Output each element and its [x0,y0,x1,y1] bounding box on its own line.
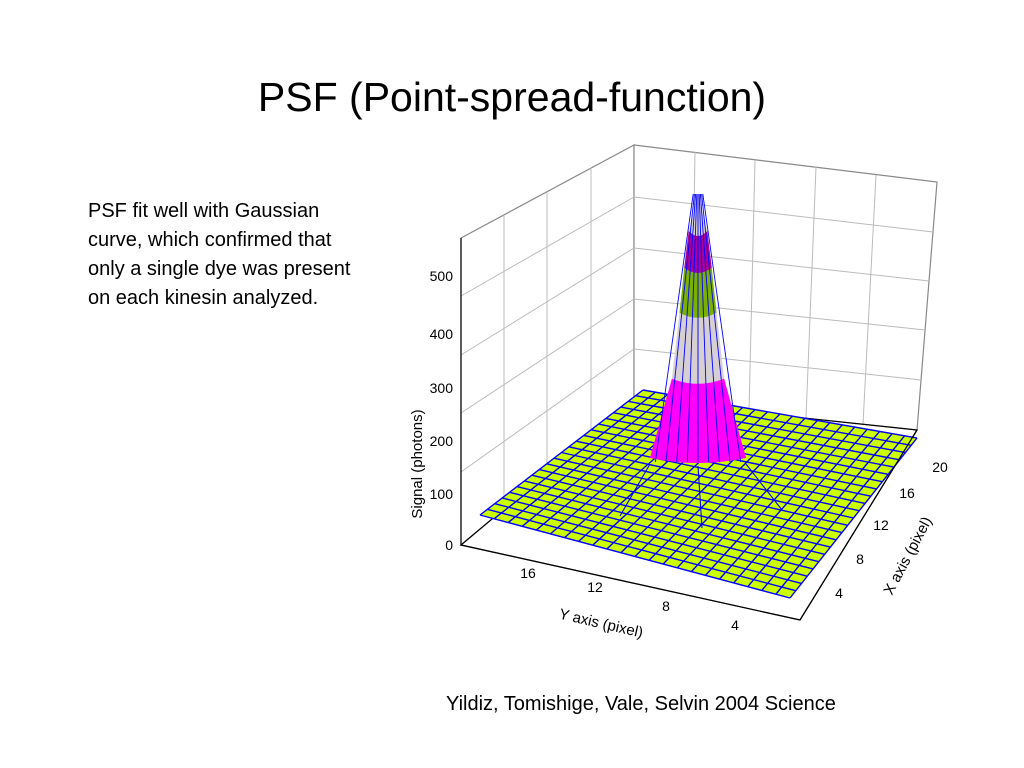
mesh-line [733,428,868,584]
x-axis-ticks: 4 8 12 16 20 [835,459,948,601]
mesh-line [568,446,860,512]
x-tick-20: 20 [932,459,948,475]
peak-mesh-line [701,193,731,463]
mesh-line [761,433,893,591]
peak-skirt-lines [619,463,783,529]
y-tick-8: 8 [662,598,670,614]
peak-mesh-line [698,193,710,463]
mesh-line [576,440,866,505]
x-tick-4: 4 [835,585,843,601]
mesh-line [583,434,871,497]
y-tick-4: 4 [731,617,739,633]
gaussian-peak [619,193,783,529]
y-axis-ticks: 16 12 8 4 [520,565,739,633]
citation: Yildiz, Tomishige, Vale, Selvin 2004 Sci… [446,693,836,715]
mesh-line [747,431,881,588]
mesh-line [676,420,818,569]
z-tick-100: 100 [430,486,454,502]
y-axis-label: Y axis (pixel) [557,606,644,642]
peak-mesh-line [676,193,697,463]
mesh-line [605,417,889,476]
peak-mesh-line [654,193,694,463]
body-text: PSF fit well with Gaussian curve, which … [88,200,351,309]
x-tick-12: 12 [873,517,889,533]
z-tick-300: 300 [430,380,454,396]
z-tick-200: 200 [430,433,454,449]
mesh-line [662,417,806,565]
mesh-line [690,422,831,573]
psf-surface-plot: 0 100 200 300 400 500 Signal (photons) 1… [409,143,948,642]
y-tick-16: 16 [520,565,536,581]
mesh-line [648,415,793,561]
mesh-line [775,435,906,595]
slide-title: PSF (Point-spread-function) [257,74,767,120]
z-tick-500: 500 [430,268,454,284]
z-tick-0: 0 [445,537,453,553]
x-tick-8: 8 [856,551,864,567]
z-axis-label: Signal (photons) [409,409,426,518]
z-axis-ticks: 0 100 200 300 400 500 [430,268,454,553]
peak-mesh-line [702,193,742,463]
peak-mesh-line [686,193,698,463]
mesh-line [634,413,781,557]
mesh-line [719,426,856,580]
z-tick-400: 400 [430,326,454,342]
baseline-surface [479,389,918,599]
x-tick-16: 16 [899,485,915,501]
peak-mesh-line [699,193,720,463]
peak-mesh-line [665,193,695,463]
plot-axes [460,238,918,621]
y-tick-12: 12 [587,579,603,595]
surface-mesh [479,389,918,599]
